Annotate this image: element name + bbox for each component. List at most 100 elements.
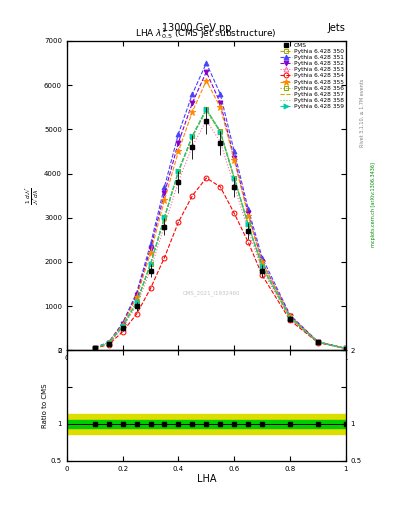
Pythia 6.428 358 [148, 262, 153, 268]
Pythia 6.428 356 [92, 345, 97, 351]
Pythia 6.428 353 [288, 316, 292, 322]
Pythia 6.428 356 [343, 346, 348, 352]
Pythia 6.428 359 [106, 340, 111, 346]
Pythia 6.428 358 [343, 346, 348, 352]
Pythia 6.428 357 [288, 315, 292, 321]
Pythia 6.428 354 [232, 210, 237, 217]
Pythia 6.428 355 [148, 250, 153, 256]
Pythia 6.428 354 [204, 175, 209, 181]
Pythia 6.428 358 [316, 339, 320, 345]
Pythia 6.428 358 [106, 340, 111, 347]
Pythia 6.428 351 [316, 338, 320, 345]
Pythia 6.428 354 [120, 329, 125, 335]
Pythia 6.428 353 [204, 117, 209, 123]
Pythia 6.428 353 [343, 346, 348, 352]
Pythia 6.428 355 [246, 212, 251, 219]
Pythia 6.428 351 [260, 254, 264, 261]
Pythia 6.428 351 [246, 206, 251, 212]
Pythia 6.428 355 [204, 78, 209, 84]
Pythia 6.428 354 [148, 285, 153, 291]
Pythia 6.428 354 [92, 345, 97, 351]
Pythia 6.428 350 [316, 339, 320, 345]
Pythia 6.428 353 [176, 178, 181, 184]
Pythia 6.428 354 [316, 339, 320, 346]
Pythia 6.428 355 [92, 345, 97, 351]
Pythia 6.428 354 [288, 317, 292, 324]
Pythia 6.428 356 [106, 340, 111, 346]
Pythia 6.428 350 [134, 300, 139, 306]
Text: mcplots.cern.ch [arXiv:1306.3436]: mcplots.cern.ch [arXiv:1306.3436] [371, 162, 376, 247]
Pythia 6.428 357 [343, 346, 348, 352]
Pythia 6.428 357 [246, 222, 251, 228]
Pythia 6.428 357 [106, 340, 111, 346]
Pythia 6.428 356 [134, 299, 139, 305]
Pythia 6.428 357 [92, 345, 97, 351]
Pythia 6.428 350 [288, 314, 292, 321]
Y-axis label: $\frac{1}{\mathcal{N}}\frac{d\mathcal{N}}{d\lambda}$: $\frac{1}{\mathcal{N}}\frac{d\mathcal{N}… [25, 186, 41, 205]
Pythia 6.428 356 [260, 263, 264, 269]
Pythia 6.428 351 [218, 91, 222, 97]
Line: Pythia 6.428 353: Pythia 6.428 353 [92, 118, 348, 351]
Pythia 6.428 357 [232, 175, 237, 181]
Pythia 6.428 356 [218, 128, 222, 134]
Pythia 6.428 352 [218, 100, 222, 106]
Pythia 6.428 359 [218, 129, 222, 135]
Pythia 6.428 359 [343, 346, 348, 352]
Pythia 6.428 355 [260, 259, 264, 265]
Pythia 6.428 357 [316, 339, 320, 345]
Pythia 6.428 350 [120, 324, 125, 330]
Pythia 6.428 359 [288, 314, 292, 321]
Pythia 6.428 352 [204, 69, 209, 75]
Pythia 6.428 353 [316, 339, 320, 346]
Pythia 6.428 350 [92, 345, 97, 351]
Pythia 6.428 356 [316, 339, 320, 345]
Pythia 6.428 358 [92, 345, 97, 351]
Pythia 6.428 351 [120, 320, 125, 326]
Pythia 6.428 350 [162, 215, 167, 221]
Pythia 6.428 356 [246, 221, 251, 227]
Pythia 6.428 350 [148, 261, 153, 267]
Pythia 6.428 356 [162, 214, 167, 220]
Pythia 6.428 355 [120, 322, 125, 328]
Pythia 6.428 350 [232, 175, 237, 181]
Pythia 6.428 355 [343, 345, 348, 351]
Pythia 6.428 355 [218, 104, 222, 110]
Pythia 6.428 354 [343, 346, 348, 352]
Text: Rivet 3.1.10, ≥ 1.7M events: Rivet 3.1.10, ≥ 1.7M events [360, 78, 365, 147]
Pythia 6.428 353 [134, 302, 139, 308]
Line: Pythia 6.428 352: Pythia 6.428 352 [92, 70, 348, 351]
Line: Pythia 6.428 354: Pythia 6.428 354 [92, 176, 348, 351]
Pythia 6.428 350 [190, 133, 195, 139]
Pythia 6.428 353 [232, 183, 237, 189]
Pythia 6.428 358 [204, 108, 209, 114]
Pythia 6.428 351 [204, 60, 209, 66]
Bar [67, 420, 346, 428]
Pythia 6.428 356 [288, 314, 292, 321]
Pythia 6.428 352 [106, 339, 111, 346]
Pythia 6.428 354 [134, 311, 139, 317]
Pythia 6.428 358 [134, 300, 139, 306]
Pythia 6.428 355 [176, 148, 181, 155]
Pythia 6.428 352 [246, 210, 251, 217]
Pythia 6.428 359 [134, 300, 139, 306]
Pythia 6.428 350 [204, 106, 209, 113]
Pythia 6.428 353 [246, 227, 251, 233]
Line: Pythia 6.428 350: Pythia 6.428 350 [92, 107, 348, 351]
Pythia 6.428 350 [176, 168, 181, 175]
Text: Jets: Jets [328, 23, 346, 33]
Line: Pythia 6.428 359: Pythia 6.428 359 [92, 107, 348, 351]
Pythia 6.428 350 [260, 263, 264, 269]
Y-axis label: Ratio to CMS: Ratio to CMS [42, 383, 48, 428]
Line: Pythia 6.428 358: Pythia 6.428 358 [95, 111, 346, 349]
Line: Pythia 6.428 351: Pythia 6.428 351 [92, 60, 348, 351]
Pythia 6.428 358 [162, 215, 167, 221]
Pythia 6.428 357 [120, 324, 125, 330]
Pythia 6.428 359 [204, 106, 209, 113]
Pythia 6.428 352 [316, 339, 320, 345]
Pythia 6.428 359 [162, 214, 167, 220]
Pythia 6.428 354 [106, 342, 111, 348]
Pythia 6.428 352 [176, 140, 181, 146]
Pythia 6.428 350 [106, 340, 111, 346]
X-axis label: LHA: LHA [196, 475, 216, 484]
Pythia 6.428 359 [190, 133, 195, 139]
